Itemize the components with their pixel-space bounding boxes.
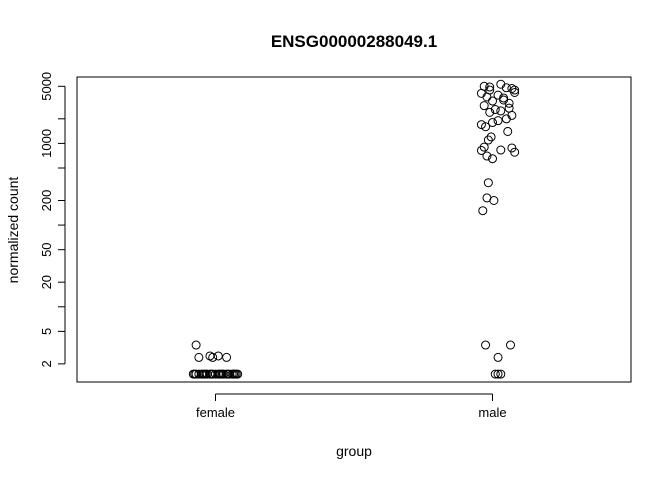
data-point-male bbox=[489, 196, 499, 206]
data-point-female bbox=[229, 369, 239, 379]
data-point-female bbox=[231, 369, 241, 379]
data-point-male bbox=[488, 118, 497, 128]
data-point-male bbox=[510, 85, 520, 95]
data-point-female bbox=[194, 352, 204, 362]
x-tick-label: male bbox=[478, 405, 506, 420]
data-point-male bbox=[510, 147, 520, 157]
data-point-female bbox=[191, 340, 201, 350]
data-point-male bbox=[476, 145, 486, 155]
x-axis-label: group bbox=[336, 443, 372, 459]
data-point-male bbox=[506, 340, 516, 350]
x-axis: female male bbox=[196, 393, 507, 420]
data-point-male bbox=[504, 98, 514, 108]
x-tick-label: female bbox=[196, 405, 235, 420]
data-point-male bbox=[481, 122, 491, 132]
data-point-male bbox=[496, 106, 506, 116]
data-point-male bbox=[481, 340, 491, 350]
data-point-male bbox=[504, 103, 514, 113]
data-point-male bbox=[496, 369, 506, 379]
y-tick-label: 5 bbox=[39, 328, 54, 335]
data-point-female bbox=[222, 352, 232, 362]
data-point-male bbox=[485, 107, 495, 117]
y-axis-label: normalized count bbox=[5, 177, 21, 284]
data-point-male bbox=[493, 352, 503, 362]
data-point-male bbox=[493, 90, 503, 100]
chart-title: ENSG00000288049.1 bbox=[271, 32, 437, 51]
y-tick-label: 50 bbox=[39, 242, 54, 256]
data-point-male bbox=[485, 82, 495, 92]
data-point-male bbox=[482, 151, 492, 161]
y-axis: 2 5 20 50 200 1000 5000 bbox=[39, 72, 66, 367]
data-point-male bbox=[486, 132, 496, 142]
data-point-male bbox=[488, 96, 497, 106]
data-point-male bbox=[510, 87, 520, 97]
y-tick-label: 1000 bbox=[39, 129, 54, 158]
data-point-male bbox=[476, 120, 486, 130]
data-point-male bbox=[482, 92, 492, 102]
y-tick-label: 200 bbox=[39, 190, 54, 212]
data-point-male bbox=[479, 142, 489, 152]
y-tick-label: 2 bbox=[39, 360, 54, 367]
data-point-male bbox=[499, 95, 509, 105]
data-point-female bbox=[201, 369, 211, 379]
data-point-male bbox=[501, 114, 511, 124]
data-point-male bbox=[490, 369, 500, 379]
data-point-male bbox=[483, 178, 493, 188]
data-point-male bbox=[501, 83, 511, 93]
data-point-male bbox=[488, 154, 497, 164]
plot-frame bbox=[76, 76, 632, 383]
y-tick-label: 5000 bbox=[39, 72, 54, 101]
data-point-male bbox=[490, 105, 500, 115]
data-point-male bbox=[478, 206, 488, 216]
data-point-male bbox=[496, 145, 506, 155]
data-point-female bbox=[208, 352, 218, 362]
data-point-female bbox=[213, 351, 223, 361]
data-points bbox=[188, 79, 520, 379]
data-point-male bbox=[493, 116, 503, 126]
data-point-female bbox=[217, 369, 227, 379]
data-point-male bbox=[476, 88, 486, 98]
y-tick-label: 20 bbox=[39, 275, 54, 289]
data-point-male bbox=[483, 135, 493, 145]
data-point-male bbox=[493, 369, 503, 379]
data-point-male bbox=[503, 126, 513, 136]
data-point-male bbox=[479, 101, 489, 111]
